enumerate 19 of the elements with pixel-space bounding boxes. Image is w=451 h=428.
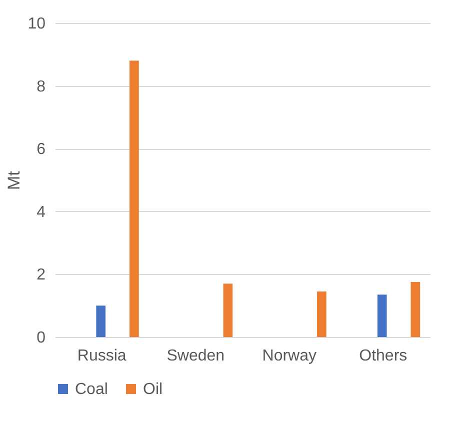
y-tick-label: 0 (36, 330, 46, 346)
x-tick-label: Sweden (166, 348, 225, 364)
x-tick-label: Russia (77, 348, 126, 364)
legend-label: Coal (75, 381, 108, 398)
bar (410, 282, 420, 337)
bar (317, 291, 326, 337)
y-tick-label: 8 (36, 78, 46, 96)
bar (130, 60, 139, 337)
x-tick-label: Others (359, 348, 408, 364)
bar (96, 306, 106, 337)
y-axis-title: Mt (4, 170, 24, 190)
bar (223, 284, 233, 337)
legend-label: Oil (143, 381, 163, 398)
y-tick-label: 10 (28, 16, 46, 32)
y-tick-label: 2 (36, 266, 46, 284)
bar (377, 294, 387, 337)
y-tick-label: 4 (36, 204, 46, 221)
x-tick-label: Norway (262, 348, 316, 364)
y-tick-label: 6 (36, 141, 46, 158)
